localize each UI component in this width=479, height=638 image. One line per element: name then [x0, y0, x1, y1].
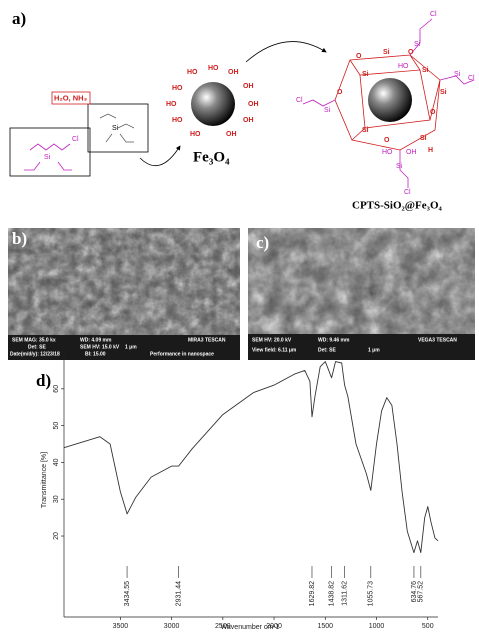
atom: Si [440, 89, 447, 96]
y-tick-label: 40 [53, 458, 60, 466]
atom: Si [112, 125, 119, 132]
peak-label: 567.52 [418, 581, 425, 603]
arrow [246, 42, 326, 62]
x-tick-label: 3000 [164, 623, 180, 630]
arrow [140, 146, 180, 166]
atom: Si [362, 71, 369, 78]
peak-label: 1629.82 [309, 581, 316, 606]
sem-image-c: c) SEM HV: 20.0 kV WD: 9.46 mm VEGA3 TES… [248, 228, 475, 360]
atom: Cl [404, 189, 411, 196]
atom: Si [362, 127, 369, 134]
atom: Si [324, 107, 331, 114]
spectrum-line [64, 362, 438, 553]
info: BI: 15.00 [85, 351, 106, 357]
peak-label: 1438.82 [328, 581, 335, 606]
atom: Cl [296, 97, 303, 104]
info: WD: 9.46 mm [318, 337, 350, 343]
atom: O [430, 109, 436, 116]
peak-label: 1311.62 [341, 581, 348, 606]
info: View field: 6.11 μm [252, 347, 297, 353]
info: SEM HV: 15.0 kV [80, 344, 120, 350]
atom: HO [190, 131, 201, 138]
y-axis-title: Transmittance [%] [41, 452, 48, 508]
atom: OH [406, 149, 417, 156]
info: Det: SE [318, 347, 336, 353]
atom: Si [454, 71, 461, 78]
info: Det: SE [28, 344, 46, 350]
info: Date(m/d/y): 12/23/18 [10, 351, 60, 357]
atom: HO [172, 85, 183, 92]
panel-label: b) [12, 229, 27, 248]
atom: OH [243, 83, 254, 90]
atom: Cl [468, 75, 475, 82]
atom: OH [248, 101, 259, 108]
info: WD: 4.09 mm [80, 337, 112, 343]
atom: O [384, 137, 390, 144]
fe3o4-particle: HO HO OH HO OH HO OH HO OH HO OH [166, 65, 259, 138]
info: VEGA3 TESCAN [418, 337, 457, 343]
x-tick-label: 2000 [266, 623, 282, 630]
atom: Si [383, 49, 390, 56]
y-tick-label: 50 [53, 422, 60, 430]
atom: OH [228, 69, 239, 76]
x-tick-label: 1500 [317, 623, 333, 630]
y-tick-label: 20 [53, 532, 60, 540]
atom: H [428, 147, 433, 154]
atom: Cl [430, 11, 437, 18]
atom: Si [44, 154, 51, 161]
panel-label: a) [12, 9, 26, 28]
info: SEM HV: 20.0 kV [252, 337, 292, 343]
figure: a) Si Cl Si H₂O, NH₃ HOHOOH HOOH HOOH HO… [0, 0, 479, 633]
x-tick-label: 500 [422, 623, 434, 630]
atom: HO [166, 101, 177, 108]
atom: Si [414, 41, 421, 48]
atom: OH [243, 117, 254, 124]
atom: HO [382, 149, 393, 156]
y-tick-label: 60 [53, 385, 60, 393]
x-tick-label: 3500 [113, 623, 129, 630]
x-tick-label: 1000 [369, 623, 385, 630]
x-tick-label: 2500 [215, 623, 231, 630]
atom: Si [422, 67, 429, 74]
panel-label: d) [36, 371, 51, 390]
atom: Cl [72, 136, 79, 143]
atom: O [337, 89, 343, 96]
atom: OH [226, 131, 237, 138]
info: 1 μm [125, 344, 137, 350]
info: 1 μm [368, 347, 380, 353]
core-label: Fe₃O₄ [193, 149, 230, 165]
info: Performance in nanospace [150, 351, 214, 357]
atom: HO [187, 69, 198, 76]
panel-label: c) [256, 233, 269, 252]
atom: Si [420, 135, 427, 142]
reagent: H₂O, NH₃ [54, 93, 88, 102]
atom: Si [396, 163, 403, 170]
atom: O [356, 53, 362, 60]
peak-label: 3434.55 [124, 581, 131, 606]
info: SEM MAG: 35.0 kx [12, 337, 56, 343]
y-tick-label: 30 [53, 495, 60, 503]
peak-label: 1055.73 [368, 581, 375, 606]
atom: HO [398, 63, 409, 70]
product-label: CPTS-SiO₂@Fe₃O₄ [352, 200, 442, 212]
atom: O [408, 49, 414, 56]
peak-label: 2931.44 [175, 581, 182, 606]
sem-image-b: b) SEM MAG: 35.0 kx WD: 4.09 mm MIRA3 TE… [8, 228, 240, 360]
ftir-chart: d) Wavenumber cm-1 Transmittance [%] 203… [36, 352, 438, 631]
atom: HO [172, 117, 183, 124]
info: MIRA3 TESCAN [188, 337, 226, 343]
atom: HO [208, 65, 219, 72]
